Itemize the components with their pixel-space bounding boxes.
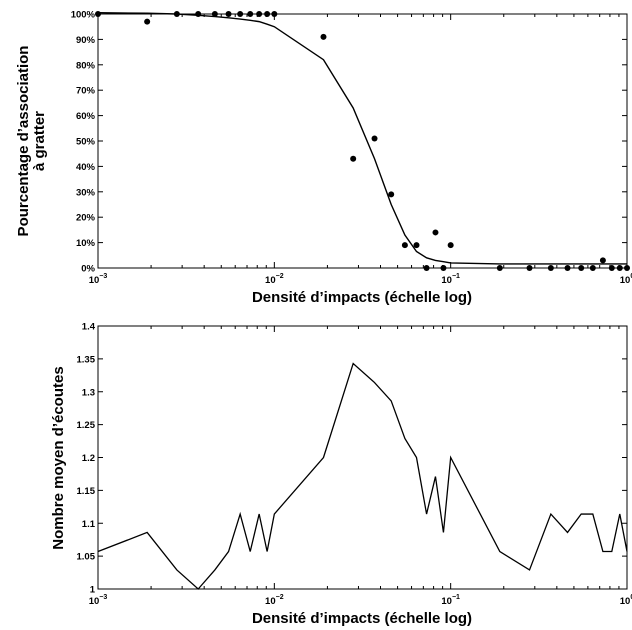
data-point	[599, 257, 606, 264]
x-tick-label: 10−1	[441, 594, 460, 607]
data-point	[526, 265, 533, 271]
data-point	[589, 265, 596, 271]
y-tick-label: 30%	[76, 187, 96, 198]
data-point	[401, 242, 408, 249]
data-point	[237, 11, 244, 17]
data-point	[447, 242, 454, 249]
data-point	[247, 11, 254, 17]
x-tick-label: 10−3	[89, 273, 108, 286]
x-tick-label: 10−2	[265, 594, 284, 607]
data-point	[256, 11, 263, 17]
data-point	[413, 242, 420, 249]
series-line	[97, 362, 628, 590]
data-point	[271, 11, 278, 17]
plot-frame	[97, 325, 628, 590]
data-point	[578, 265, 585, 271]
axis-ticks	[97, 325, 628, 590]
data-point	[624, 265, 630, 271]
y-tick-labels: 0% 10% 20% 30% 40% 50% 60% 70% 80% 90% 100%	[71, 10, 96, 275]
x-tick-label: 10−1	[441, 273, 460, 286]
data-point	[144, 18, 151, 25]
data-point	[616, 265, 623, 271]
axis-ticks	[97, 13, 628, 269]
y-tick-label: 50%	[76, 137, 96, 148]
x-tick-labels: 10−3 10−2 10−1 100	[89, 273, 632, 286]
x-tick-labels: 10−3 10−2 10−1 100	[89, 594, 632, 607]
x-tick-label: 100	[620, 594, 632, 607]
y-tick-label: 1.4	[82, 322, 96, 333]
data-point	[388, 191, 395, 198]
data-point	[173, 11, 180, 17]
y-tick-label: 80%	[76, 60, 96, 71]
y-tick-labels: 1 1.05 1.1 1.15 1.2 1.25 1.3 1.35 1.4	[77, 322, 96, 596]
data-point	[564, 265, 571, 271]
data-points	[95, 11, 630, 271]
data-point	[195, 11, 202, 17]
y-tick-label: 60%	[76, 111, 96, 122]
data-point	[547, 265, 554, 271]
data-point	[608, 265, 615, 271]
scatter-chart-percentage: 0%10%20%30%40%50%60%70%80%90%100% 10−3 10…	[15, 10, 632, 307]
data-point	[432, 229, 439, 236]
y-tick-label: 1.35	[77, 354, 96, 365]
data-point	[95, 11, 101, 17]
y-tick-label: 10%	[76, 238, 96, 249]
y-axis-label: Nombre moyen d’écoutes	[50, 366, 67, 549]
data-point	[264, 11, 271, 17]
y-tick-label: 0%	[81, 264, 95, 275]
data-point	[350, 155, 357, 162]
x-axis-label: Densité d’impacts (échelle log)	[252, 289, 472, 306]
y-axis-label-line1: Pourcentage d’association	[15, 46, 32, 237]
line-chart-listens: 11.051.11.151.21.251.31.351.4 10−3 10−2 10…	[50, 322, 632, 628]
y-tick-label: 1.05	[77, 552, 96, 563]
y-tick-label: 1.15	[77, 486, 96, 497]
y-tick-label: 1	[90, 585, 96, 596]
x-axis-label: Densité d’impacts (échelle log)	[252, 610, 472, 627]
fit-curve	[97, 12, 627, 265]
data-point	[440, 265, 447, 271]
y-tick-label: 1.1	[82, 519, 96, 530]
y-tick-label: 100%	[71, 10, 96, 21]
y-axis-label-line2: à gratter	[31, 111, 48, 171]
data-point	[371, 135, 378, 142]
data-point	[423, 265, 430, 271]
y-tick-label: 1.3	[82, 387, 95, 398]
data-point	[225, 11, 232, 17]
plot-frame	[97, 13, 628, 269]
y-tick-label: 1.2	[82, 453, 95, 464]
data-point	[320, 33, 327, 40]
x-tick-label: 10−2	[265, 273, 284, 286]
data-point	[211, 11, 218, 17]
x-tick-label: 10−3	[89, 594, 108, 607]
y-tick-label: 70%	[76, 86, 96, 97]
data-point	[496, 265, 503, 271]
y-tick-label: 20%	[76, 213, 96, 224]
y-tick-label: 90%	[76, 35, 96, 46]
y-tick-label: 1.25	[77, 420, 96, 431]
x-tick-label: 100	[620, 273, 632, 286]
y-tick-label: 40%	[76, 162, 96, 173]
